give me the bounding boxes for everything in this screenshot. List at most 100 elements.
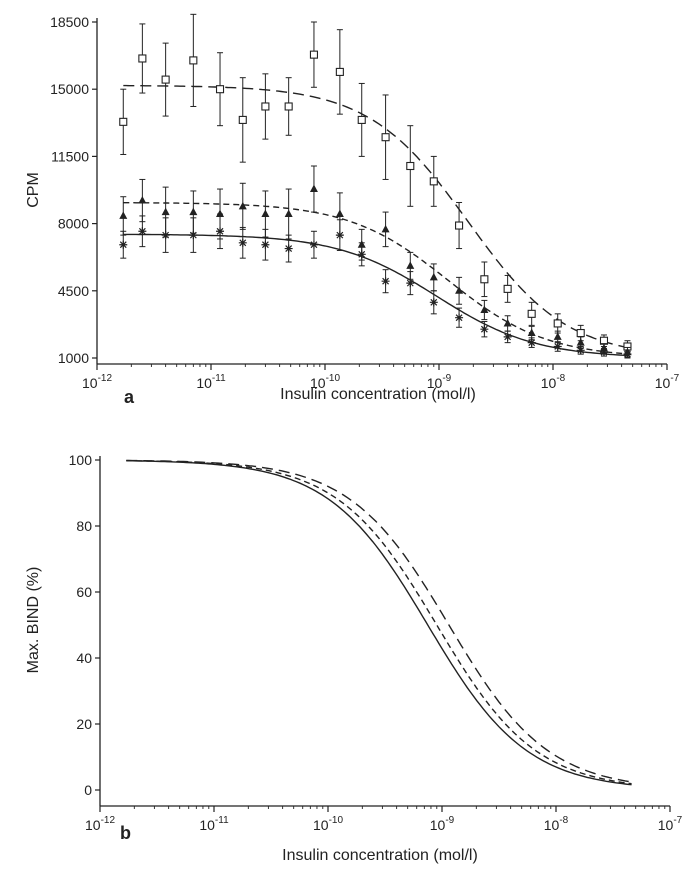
data-point-triangle: [216, 209, 225, 217]
x-tick-label: 10-9: [427, 373, 452, 391]
data-point-triangle: [119, 211, 128, 219]
data-point-triangle: [261, 209, 270, 217]
y-tick-label: 0: [84, 782, 92, 798]
y-tick-label: 15000: [50, 81, 89, 97]
fit-curve-long-dash: [126, 459, 632, 783]
data-point-square: [480, 275, 489, 284]
panel-a-letter: a: [124, 387, 135, 407]
panel-b-y-axis-title: Max. BIND (%): [25, 567, 42, 674]
data-point-asterisk: [406, 279, 415, 288]
data-point-square: [138, 54, 147, 63]
panel-b-plot-area: 0 20 40 60 80 100 10-12 10-11 10-10 10-9 10-8 10-7: [69, 452, 683, 833]
data-point-asterisk: [357, 250, 366, 259]
panel-a: 1000 4500 8000 11500 15000 18500 10-12 10-11 10-…: [25, 13, 680, 407]
y-tick-label: 40: [76, 650, 92, 666]
data-point-asterisk: [335, 231, 344, 240]
panel-b-letter: b: [120, 823, 131, 843]
data-point-triangle: [138, 196, 147, 204]
data-point-triangle: [309, 184, 318, 193]
data-point-triangle: [284, 209, 293, 217]
data-point-asterisk: [238, 238, 247, 247]
x-tick-label: 10-8: [544, 815, 569, 833]
fit-curve-solid: [123, 233, 629, 357]
data-point-square: [189, 56, 198, 65]
data-point-triangle: [335, 209, 344, 217]
data-point-triangle: [576, 338, 585, 346]
data-point-triangle: [527, 328, 536, 337]
data-point-square: [284, 102, 293, 111]
data-point-square: [503, 284, 512, 293]
y-tick-label: 11500: [51, 148, 89, 164]
data-point-asterisk: [381, 277, 390, 286]
fit-curve-short-dash: [123, 202, 629, 355]
x-tick-label: 10-11: [196, 373, 226, 391]
panel-a-plot-area: 1000 4500 8000 11500 15000 18500 10-12 10-11 10-…: [50, 13, 680, 391]
data-point-square: [357, 115, 366, 124]
panel-a-y-axis-title: CPM: [25, 172, 42, 208]
data-point-square: [238, 115, 247, 124]
panel-b-x-axis-title: Insulin concentration (mol/l): [282, 847, 478, 864]
y-tick-label: 20: [76, 716, 92, 732]
x-tick-label: 10-7: [658, 815, 683, 833]
data-point-square: [576, 328, 585, 338]
data-point-asterisk: [480, 325, 489, 334]
data-point-asterisk: [161, 231, 170, 240]
y-tick-label: 8000: [58, 216, 89, 232]
data-point-square: [161, 75, 170, 84]
data-point-asterisk: [576, 346, 585, 355]
data-point-square: [429, 177, 438, 186]
data-point-square: [455, 221, 464, 230]
data-point-asterisk: [623, 350, 632, 359]
data-point-triangle: [406, 261, 415, 269]
data-point-asterisk: [119, 240, 128, 249]
fit-curve-short-dash: [126, 459, 632, 785]
data-point-square: [527, 309, 536, 318]
data-point-square: [381, 133, 390, 142]
x-tick-label: 10-10: [313, 815, 343, 833]
x-tick-label: 10-7: [655, 373, 680, 391]
data-point-square: [261, 102, 270, 111]
data-point-triangle: [238, 201, 247, 210]
x-tick-label: 10-11: [199, 815, 229, 833]
data-point-asterisk: [455, 313, 464, 322]
x-tick-label: 10-12: [82, 373, 112, 391]
data-point-triangle: [381, 224, 390, 233]
data-point-asterisk: [429, 298, 438, 307]
y-tick-label: 60: [76, 584, 92, 600]
data-point-asterisk: [599, 348, 608, 357]
x-tick-label: 10-10: [310, 373, 340, 391]
data-point-square: [215, 85, 225, 94]
data-point-asterisk: [309, 240, 318, 249]
y-tick-label: 1000: [58, 350, 89, 366]
data-point-asterisk: [503, 332, 512, 341]
data-point-square: [335, 67, 344, 76]
data-point-triangle: [161, 207, 170, 216]
data-point-asterisk: [261, 240, 270, 249]
panel-a-x-axis-title: Insulin concentration (mol/l): [280, 386, 476, 403]
y-tick-label: 100: [69, 452, 93, 468]
data-point-asterisk: [138, 227, 147, 236]
data-point-triangle: [429, 272, 438, 281]
fit-curve-solid: [126, 460, 632, 786]
data-point-asterisk: [189, 231, 198, 240]
y-tick-label: 18500: [50, 14, 89, 30]
data-point-asterisk: [284, 244, 293, 253]
data-point-triangle: [455, 286, 464, 294]
data-point-triangle: [189, 207, 198, 216]
data-point-asterisk: [216, 227, 225, 236]
data-point-square: [309, 50, 319, 59]
data-point-square: [119, 117, 128, 126]
x-tick-label: 10-9: [430, 815, 455, 833]
fit-curve-long-dash: [123, 84, 629, 349]
data-point-asterisk: [553, 342, 562, 351]
data-point-square: [553, 319, 562, 328]
data-point-triangle: [503, 318, 512, 327]
y-tick-label: 80: [76, 518, 92, 534]
x-tick-label: 10-12: [85, 815, 115, 833]
y-tick-label: 4500: [58, 283, 89, 299]
data-point-asterisk: [527, 338, 536, 347]
data-point-triangle: [480, 305, 489, 313]
x-tick-label: 10-8: [541, 373, 566, 391]
